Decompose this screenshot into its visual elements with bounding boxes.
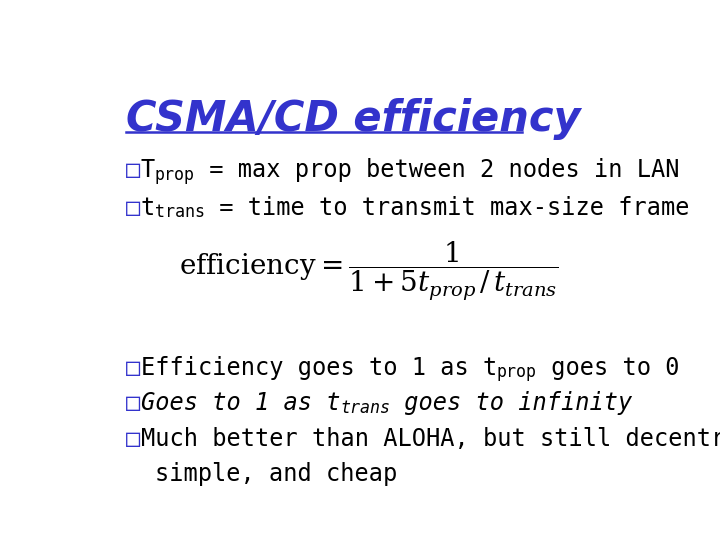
Text: Goes to 1 as t: Goes to 1 as t	[140, 391, 340, 415]
Text: □: □	[126, 462, 155, 486]
Text: prop: prop	[497, 363, 537, 381]
Text: CSMA/CD efficiency: CSMA/CD efficiency	[126, 98, 581, 140]
Text: □: □	[126, 427, 140, 450]
Text: □: □	[126, 391, 140, 415]
Text: trans: trans	[340, 399, 390, 417]
Text: $\mathrm{efficiency} = \dfrac{1}{1 + 5t_{prop}\,/\,t_{trans}}$: $\mathrm{efficiency} = \dfrac{1}{1 + 5t_…	[179, 239, 559, 302]
Text: □: □	[126, 158, 140, 183]
Text: trans: trans	[155, 203, 204, 221]
Text: = time to transmit max-size frame: = time to transmit max-size frame	[204, 196, 689, 220]
Text: t: t	[140, 196, 155, 220]
Text: T: T	[140, 158, 155, 183]
Text: Much better than ALOHA, but still decentralized,: Much better than ALOHA, but still decent…	[140, 427, 720, 450]
Text: prop: prop	[155, 166, 195, 184]
Text: goes to infinity: goes to infinity	[390, 391, 632, 415]
Text: goes to 0: goes to 0	[537, 356, 679, 380]
Text: □: □	[126, 196, 140, 220]
Text: = max prop between 2 nodes in LAN: = max prop between 2 nodes in LAN	[195, 158, 679, 183]
Text: Efficiency goes to 1 as t: Efficiency goes to 1 as t	[140, 356, 497, 380]
Text: □: □	[126, 356, 140, 380]
Text: simple, and cheap: simple, and cheap	[155, 462, 397, 486]
